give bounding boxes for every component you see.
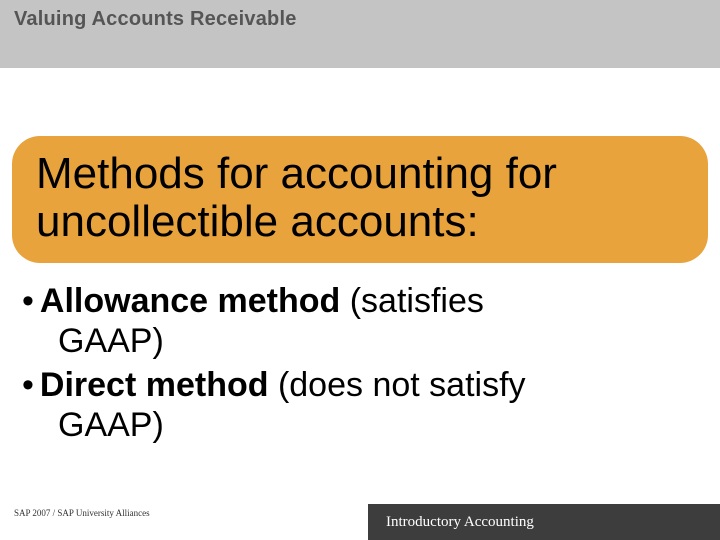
bullet-text-cont: GAAP) xyxy=(22,405,698,445)
bullet-bold: Allowance method xyxy=(40,282,340,320)
bullet-marker: • xyxy=(22,366,34,404)
bullet-bold: Direct method xyxy=(40,366,269,404)
header-bar: Valuing Accounts Receivable xyxy=(0,0,720,68)
list-item: •Direct method (does not satisfy GAAP) xyxy=(22,365,698,445)
callout-box: Methods for accounting for uncollectible… xyxy=(12,136,708,263)
bullet-text-cont: GAAP) xyxy=(22,321,698,361)
footer-right: Introductory Accounting xyxy=(368,504,720,540)
callout-text: Methods for accounting for uncollectible… xyxy=(36,150,684,245)
bullet-text: (satisfies xyxy=(340,282,484,320)
bullet-list: •Allowance method (satisfies GAAP) •Dire… xyxy=(22,281,698,445)
bullet-marker: • xyxy=(22,282,34,320)
list-item: •Allowance method (satisfies GAAP) xyxy=(22,281,698,361)
footer-left: SAP 2007 / SAP University Alliances xyxy=(14,508,150,518)
footer-right-text: Introductory Accounting xyxy=(386,514,534,531)
bullet-text: (does not satisfy xyxy=(269,366,526,404)
page-title: Valuing Accounts Receivable xyxy=(14,8,706,31)
